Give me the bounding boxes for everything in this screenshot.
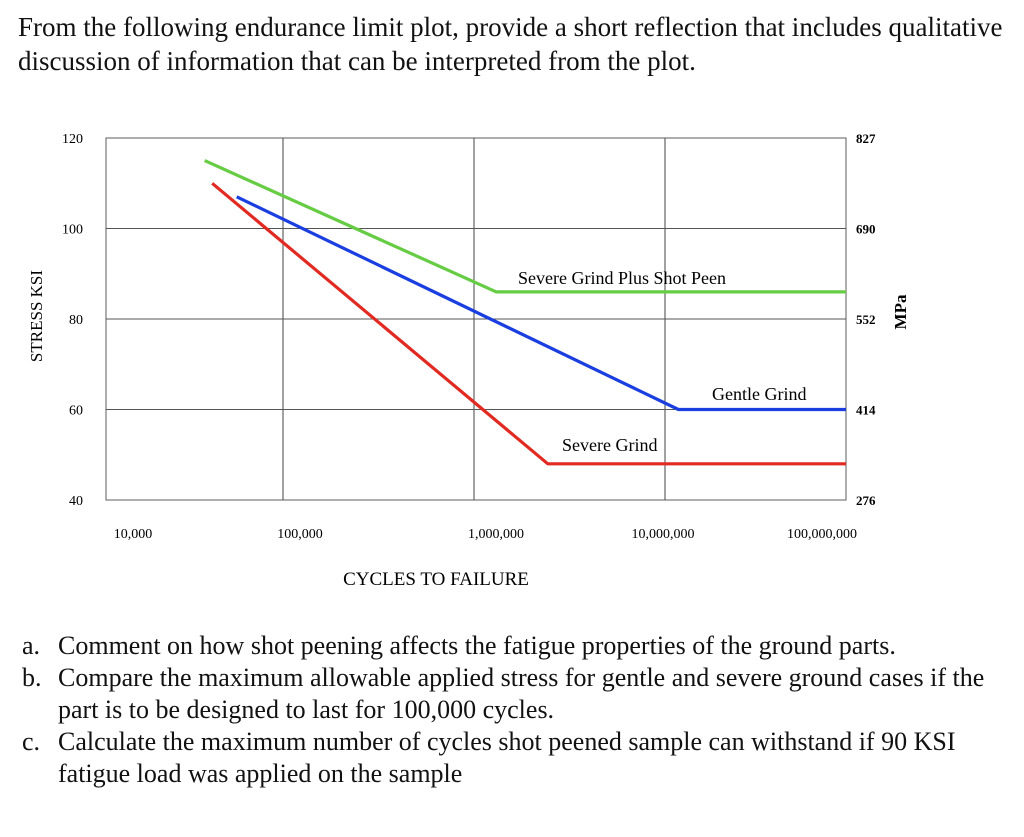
question-list: a. Comment on how shot peening affects th… <box>22 630 1012 790</box>
y2-tick-label: 690 <box>856 222 876 237</box>
question-text: Calculate the maximum number of cycles s… <box>58 727 956 788</box>
x-tick-label: 100,000,000 <box>787 527 857 542</box>
y2-tick-label: 827 <box>856 131 876 146</box>
x-tick-label: 1,000,000 <box>468 527 524 542</box>
y-axis-label: STRESS KSI <box>27 270 46 362</box>
x-tick-label: 10,000 <box>114 527 153 542</box>
y-tick-label: 80 <box>69 313 83 328</box>
x-tick-label: 10,000,000 <box>632 527 695 542</box>
question-intro: From the following endurance limit plot,… <box>18 12 1003 76</box>
y-tick-label: 100 <box>62 223 83 238</box>
question-marker: b. <box>22 663 42 692</box>
series-line <box>204 159 846 294</box>
question-item: c. Calculate the maximum number of cycles… <box>22 726 1012 790</box>
question-item: a. Comment on how shot peening affects th… <box>22 630 1012 662</box>
question-marker: a. <box>22 631 41 660</box>
y-tick-label: 40 <box>69 494 83 509</box>
series-label: Gentle Grind <box>712 384 806 404</box>
x-tick-label: 100,000 <box>277 527 323 542</box>
question-item: b. Compare the maximum allowable applied … <box>22 662 1012 726</box>
x-axis-label: CYCLES TO FAILURE <box>343 569 529 590</box>
series-line <box>211 182 846 466</box>
endurance-limit-chart: 40 60 80 100 120 276 414 552 690 827 10,000 100,0… <box>27 131 910 590</box>
y2-tick-label: 276 <box>856 493 876 508</box>
y2-axis-label: MPa <box>891 294 910 329</box>
x-tick-labels: 10,000 100,000 1,000,000 10,000,000 100,000,… <box>114 527 857 542</box>
y-tick-label: 120 <box>62 132 83 147</box>
y-tick-labels: 40 60 80 100 120 <box>62 132 83 509</box>
question-marker: c. <box>22 727 41 756</box>
y2-tick-label: 414 <box>856 403 876 418</box>
question-text: Compare the maximum allowable applied st… <box>58 663 985 724</box>
series-labels: Severe Grind Plus Shot Peen Gentle Grind S… <box>518 268 806 455</box>
grid-lines <box>106 138 846 500</box>
y-tick-label: 60 <box>69 404 83 419</box>
series-lines <box>204 159 846 466</box>
series-label: Severe Grind Plus Shot Peen <box>518 268 726 288</box>
y2-tick-labels: 276 414 552 690 827 <box>856 131 876 508</box>
y2-tick-label: 552 <box>856 312 876 327</box>
series-line <box>236 195 846 412</box>
series-label: Severe Grind <box>562 435 657 455</box>
question-text: Comment on how shot peening affects the … <box>58 631 896 660</box>
